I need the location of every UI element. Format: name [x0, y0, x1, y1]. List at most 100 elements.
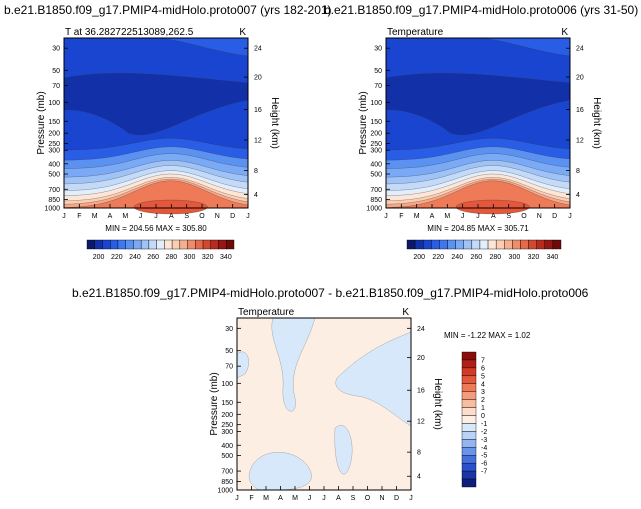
- x-tick-label: S: [351, 495, 356, 502]
- difference-region: [271, 317, 316, 412]
- colorbar-label: 300: [509, 254, 521, 261]
- x-tick-label: N: [379, 495, 384, 502]
- colorbar-swatch: [536, 239, 545, 250]
- chart-title: b.e21.B1850.f09_g17.PMIP4-midHolo.proto0…: [324, 3, 638, 17]
- colorbar-swatch: [544, 239, 554, 250]
- colorbar-swatch: [431, 239, 440, 250]
- colorbar-swatch: [520, 239, 529, 250]
- subtitle-left: Temperature: [238, 307, 295, 318]
- colorbar-label: -6: [481, 461, 487, 468]
- colorbar-label: 240: [129, 254, 141, 261]
- field-tropopause-cold-pool: [385, 73, 571, 135]
- y-tick-label: 1000: [44, 206, 60, 213]
- y-tick-label: 200: [221, 412, 233, 419]
- y-right-axis-label: Height (km): [269, 97, 280, 149]
- colorbar-swatch: [455, 239, 464, 250]
- y-tick-label: 850: [48, 197, 60, 204]
- y-right-tick-label: 4: [417, 474, 421, 481]
- colorbar-swatch: [202, 239, 211, 250]
- temperature-band: [63, 180, 249, 209]
- x-tick-label: A: [491, 213, 496, 220]
- x-tick-label: J: [62, 213, 66, 220]
- x-tick-label: J: [139, 213, 143, 220]
- difference-region: [236, 351, 249, 379]
- y-right-tick-label: 16: [254, 107, 262, 114]
- colorbar-swatch: [552, 239, 562, 250]
- colorbar-label: 320: [528, 254, 540, 261]
- colorbar-label: 240: [451, 254, 463, 261]
- colorbar-swatch: [512, 239, 521, 250]
- colorbar-swatch: [171, 239, 181, 250]
- y-tick-label: 700: [221, 469, 233, 476]
- x-tick-label: J: [308, 495, 312, 502]
- field-tropopause-cold-pool: [63, 73, 249, 135]
- colorbar-swatch: [528, 239, 537, 250]
- chart-panel-1: b.e21.B1850.f09_g17.PMIP4-midHolo.proto0…: [4, 3, 332, 261]
- chart-panel-3: b.e21.B1850.f09_g17.PMIP4-midHolo.proto0…: [72, 286, 589, 502]
- colorbar-swatch: [423, 239, 432, 250]
- y-tick-label: 700: [370, 187, 382, 194]
- colorbar-label: 2: [481, 397, 485, 404]
- x-tick-label: N: [537, 213, 542, 220]
- y-tick-label: 250: [48, 141, 60, 148]
- x-tick-label: F: [77, 213, 81, 220]
- colorbar-swatch: [110, 239, 119, 250]
- y-right-tick-label: 4: [254, 192, 258, 199]
- colorbar-swatch: [461, 367, 477, 377]
- colorbar-swatch: [487, 239, 497, 250]
- colorbar-swatch: [218, 239, 227, 250]
- temperature-band: [385, 180, 571, 209]
- y-tick-label: 70: [52, 83, 60, 90]
- colorbar-swatch: [461, 399, 477, 408]
- y-right-tick-label: 4: [576, 192, 580, 199]
- colorbar-swatch: [414, 239, 424, 250]
- x-tick-label: A: [430, 213, 435, 220]
- y-tick-label: 250: [370, 141, 382, 148]
- y-tick-label: 200: [370, 131, 382, 138]
- colorbar-swatch: [461, 391, 477, 400]
- y-tick-label: 500: [221, 453, 233, 460]
- x-tick-label: J: [246, 213, 250, 220]
- subtitle-right: K: [402, 307, 409, 318]
- y-right-tick-label: 12: [254, 138, 262, 145]
- x-tick-label: J: [476, 213, 480, 220]
- colorbar-swatch: [439, 239, 448, 250]
- y-tick-label: 200: [48, 131, 60, 138]
- x-tick-label: N: [215, 213, 220, 220]
- colorbar-swatch: [226, 239, 235, 250]
- statistics-label: MIN = 204.56 MAX = 305.80: [105, 224, 207, 233]
- y-tick-label: 500: [370, 172, 382, 179]
- y-right-tick-label: 24: [576, 46, 584, 53]
- colorbar-swatch: [86, 239, 95, 250]
- x-tick-label: M: [122, 213, 128, 220]
- colorbar-label: 340: [547, 254, 559, 261]
- colorbar-label: 260: [470, 254, 482, 261]
- y-tick-label: 100: [370, 100, 382, 107]
- y-tick-label: 100: [48, 100, 60, 107]
- x-tick-label: J: [154, 213, 158, 220]
- colorbar-label: -2: [481, 429, 487, 436]
- x-tick-label: A: [278, 495, 283, 502]
- y-tick-label: 250: [221, 422, 233, 429]
- y-right-tick-label: 16: [417, 388, 425, 395]
- chart-title: b.e21.B1850.f09_g17.PMIP4-midHolo.proto0…: [72, 286, 589, 300]
- x-tick-label: D: [230, 213, 235, 220]
- y-tick-label: 50: [52, 68, 60, 75]
- colorbar-label: 5: [481, 373, 485, 380]
- y-tick-label: 50: [374, 68, 382, 75]
- colorbar-label: 200: [93, 254, 105, 261]
- x-tick-label: M: [292, 495, 298, 502]
- y-tick-label: 30: [225, 326, 233, 333]
- y-axis-label: Pressure (mb): [358, 91, 369, 154]
- y-right-tick-label: 24: [417, 326, 425, 333]
- colorbar-swatch: [461, 447, 477, 456]
- y-right-tick-label: 8: [417, 450, 421, 457]
- chart-title: b.e21.B1850.f09_g17.PMIP4-midHolo.proto0…: [4, 3, 332, 17]
- colorbar-swatch: [156, 239, 165, 250]
- colorbar-swatch: [133, 239, 142, 250]
- y-tick-label: 1000: [217, 488, 233, 495]
- x-tick-label: M: [92, 213, 98, 220]
- colorbar-label: 280: [490, 254, 502, 261]
- statistics-label: MIN = -1.22 MAX = 1.02: [444, 331, 531, 340]
